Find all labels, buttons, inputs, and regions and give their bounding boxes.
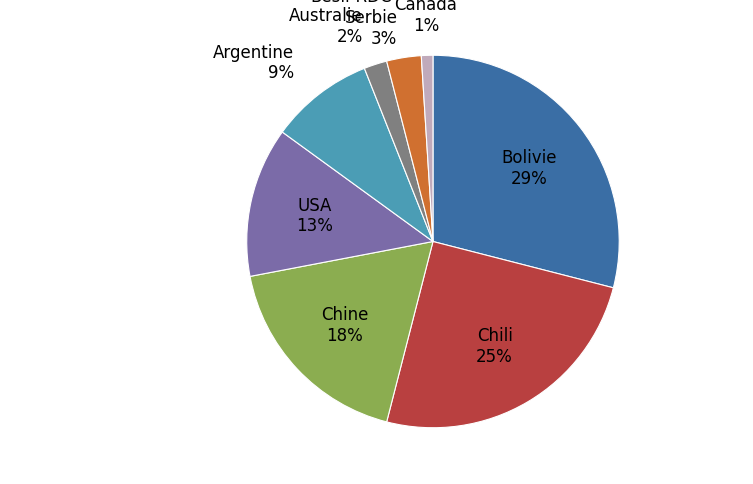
- Text: Chili
25%: Chili 25%: [476, 327, 513, 365]
- Text: Australie
2%: Australie 2%: [289, 7, 363, 45]
- Text: Argentine
9%: Argentine 9%: [212, 44, 294, 82]
- Wedge shape: [247, 133, 433, 277]
- Text: Bésil-RDC-
Serbie
3%: Bésil-RDC- Serbie 3%: [310, 0, 398, 48]
- Text: Bolivie
29%: Bolivie 29%: [501, 149, 556, 187]
- Wedge shape: [433, 56, 619, 288]
- Wedge shape: [364, 62, 433, 242]
- Wedge shape: [386, 57, 433, 242]
- Wedge shape: [282, 69, 433, 242]
- Text: Canada
1%: Canada 1%: [395, 0, 457, 35]
- Text: USA
13%: USA 13%: [297, 197, 334, 235]
- Text: Chine
18%: Chine 18%: [321, 305, 368, 344]
- Wedge shape: [421, 56, 433, 242]
- Wedge shape: [386, 242, 614, 428]
- Wedge shape: [250, 242, 433, 422]
